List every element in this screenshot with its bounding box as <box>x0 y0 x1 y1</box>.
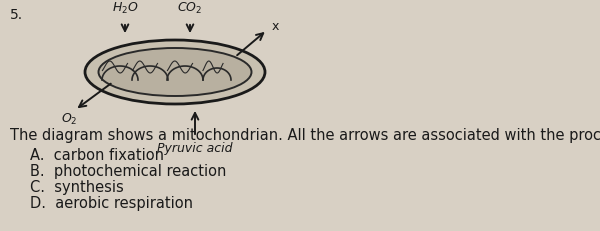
Text: A.  carbon fixation: A. carbon fixation <box>30 148 164 163</box>
Text: 5.: 5. <box>10 8 23 22</box>
Text: x: x <box>272 19 280 33</box>
Text: D.  aerobic respiration: D. aerobic respiration <box>30 196 193 211</box>
Text: O$_2$: O$_2$ <box>61 112 77 127</box>
Ellipse shape <box>98 48 251 96</box>
Text: CO$_2$: CO$_2$ <box>178 1 203 16</box>
Text: C.  synthesis: C. synthesis <box>30 180 124 195</box>
Text: H$_2$O: H$_2$O <box>112 1 139 16</box>
Text: Pyruvic acid: Pyruvic acid <box>157 142 233 155</box>
Text: B.  photochemical reaction: B. photochemical reaction <box>30 164 226 179</box>
Ellipse shape <box>85 40 265 104</box>
Text: The diagram shows a mitochondrian. All the arrows are associated with the proces: The diagram shows a mitochondrian. All t… <box>10 128 600 143</box>
